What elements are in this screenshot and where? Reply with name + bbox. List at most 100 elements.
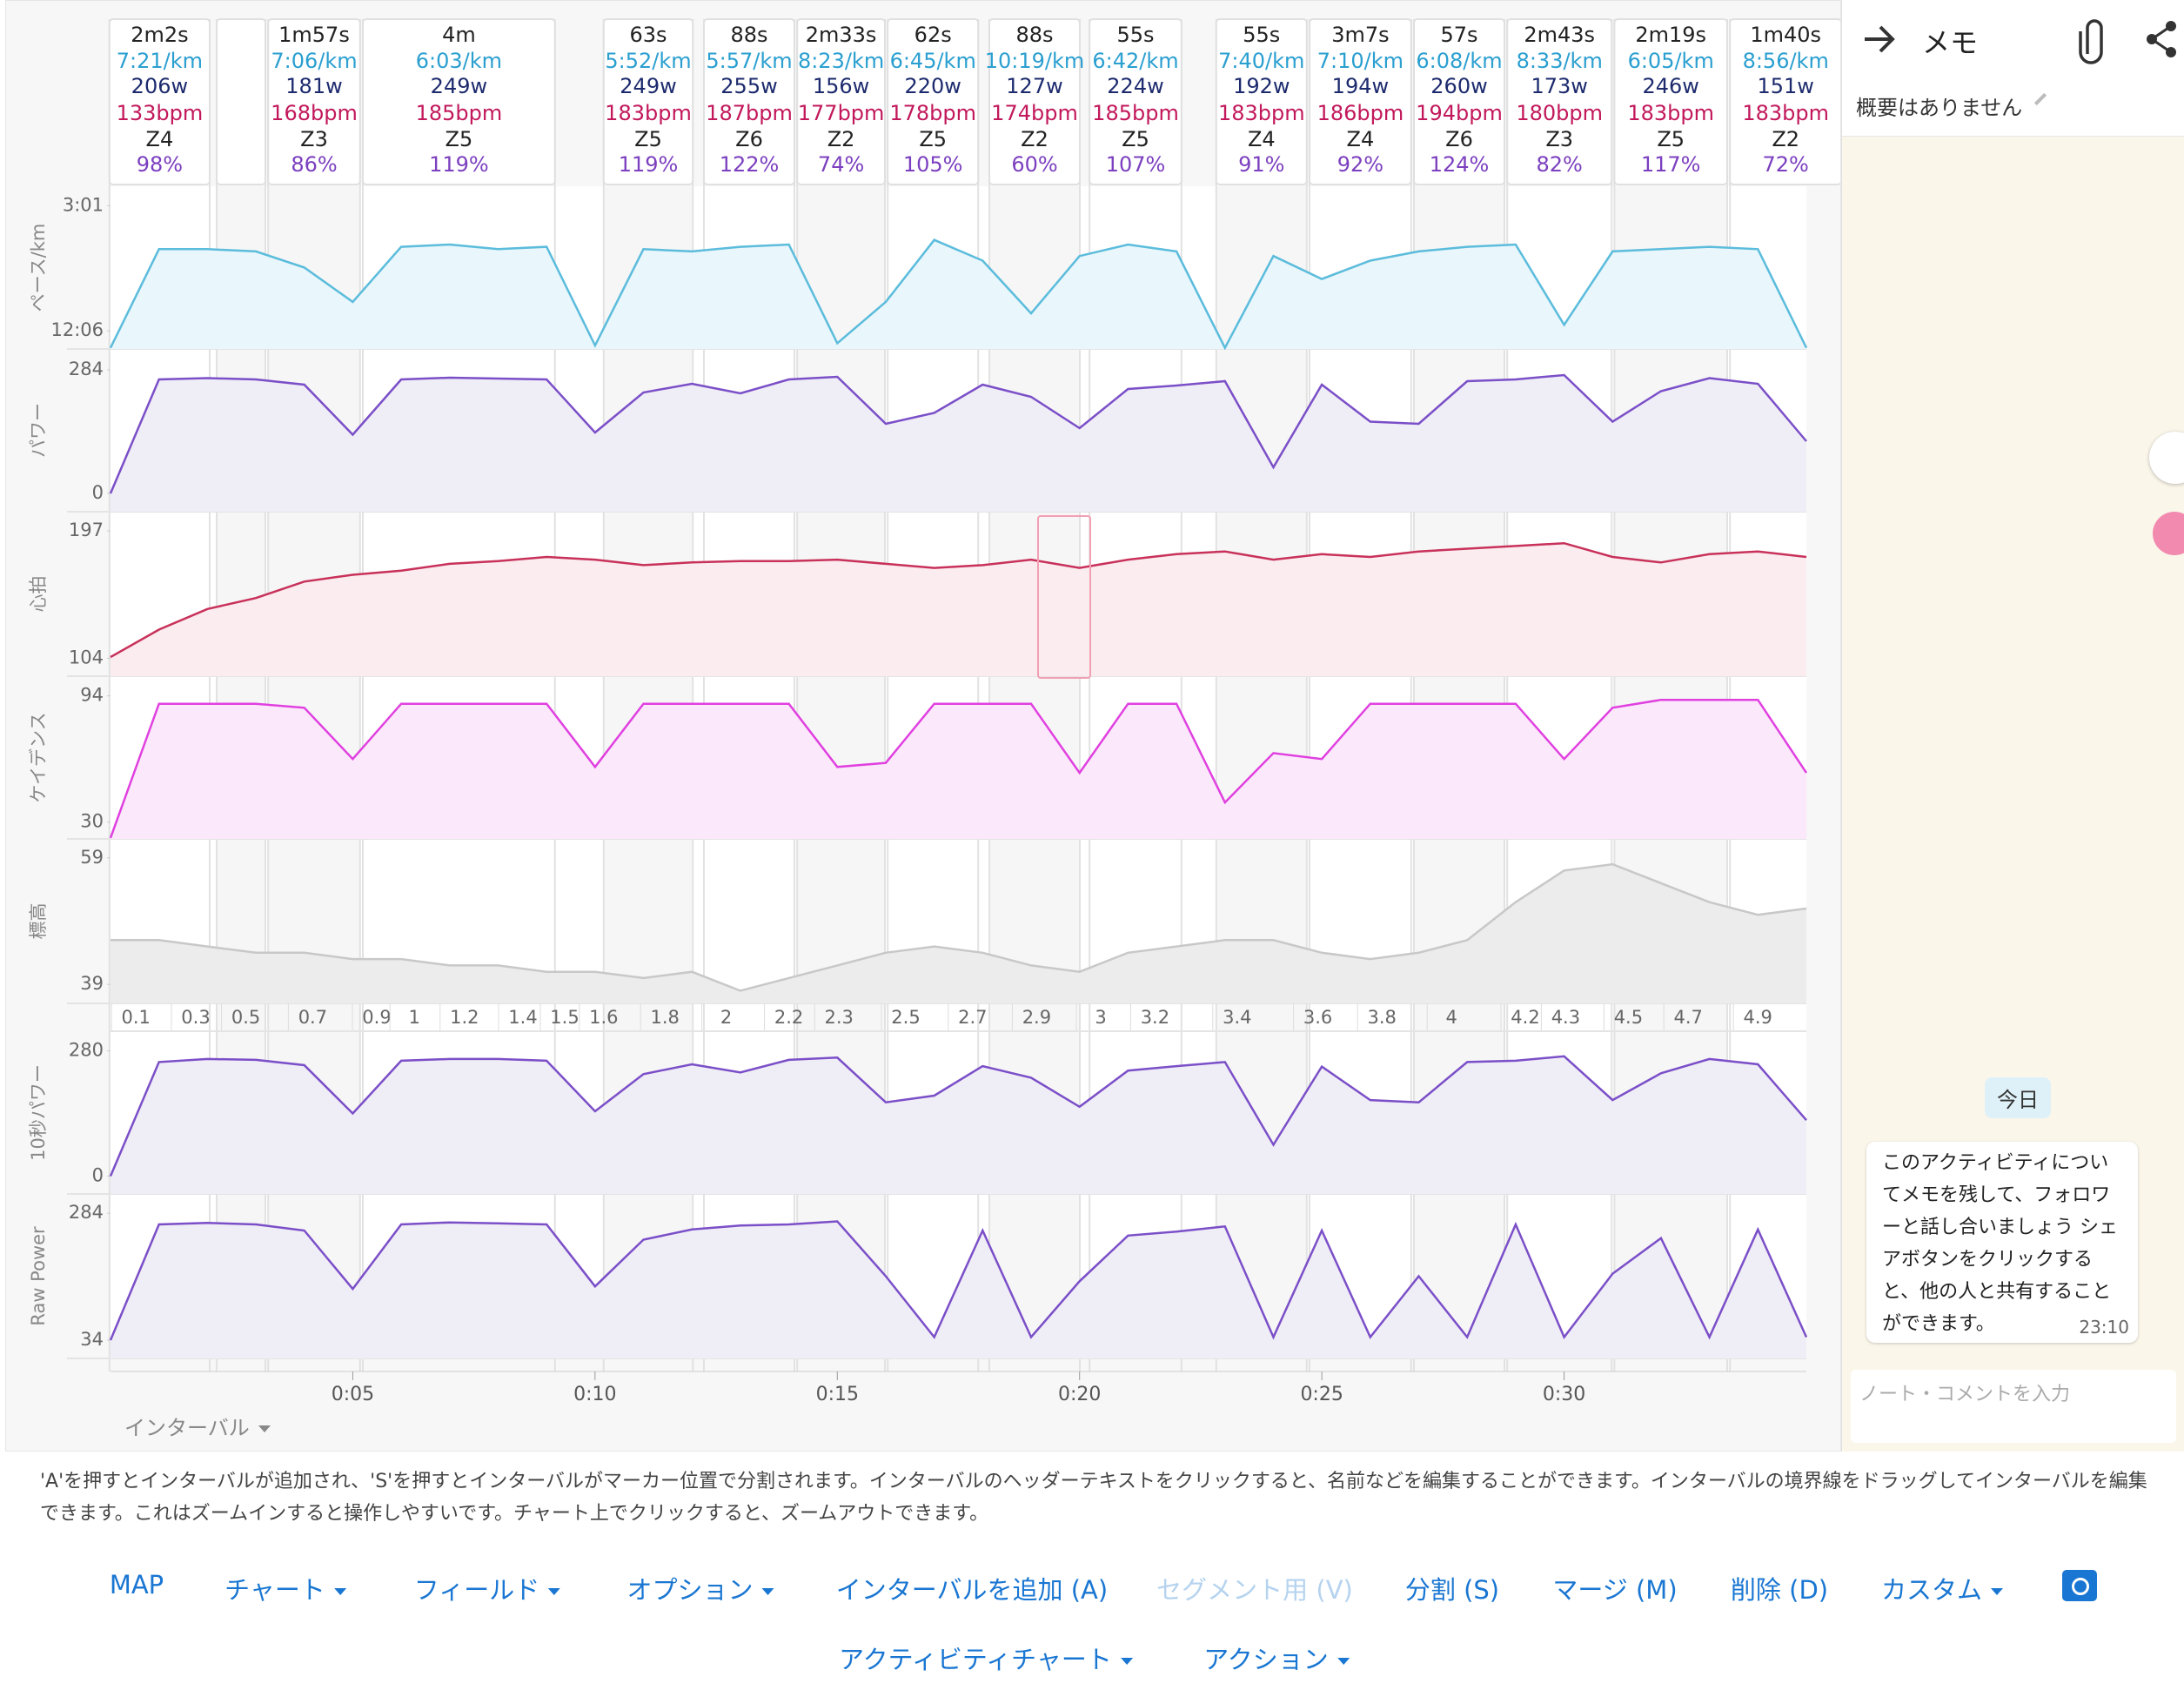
- interval-hr: 194bpm: [1416, 101, 1503, 125]
- toolbar-button[interactable]: オプション: [626, 1570, 774, 1606]
- interval-header[interactable]: [1309, 18, 1412, 185]
- interval-percent: 72%: [1763, 152, 1809, 177]
- caret: [1120, 1658, 1133, 1665]
- y-axis-title: 標高: [28, 903, 49, 940]
- interval-pace: 5:57/km: [706, 49, 792, 73]
- button-label: マージ (M): [1552, 1575, 1678, 1605]
- interval-zone: Z6: [1445, 127, 1473, 151]
- toolbar-button[interactable]: 分割 (S): [1405, 1570, 1499, 1606]
- edit-icon: [2033, 92, 2047, 106]
- toolbar-button[interactable]: インターバルを追加 (A): [836, 1570, 1108, 1606]
- distance-label: 1.2: [450, 1007, 479, 1028]
- interval-power: 260w: [1430, 74, 1487, 98]
- interval-zone: Z4: [1347, 127, 1375, 151]
- camera-button[interactable]: [2062, 1570, 2097, 1601]
- distance-label: 2.7: [958, 1007, 987, 1028]
- data-line: [111, 862, 1807, 992]
- interval-percent: 119%: [619, 152, 679, 177]
- interval-header[interactable]: [1506, 18, 1613, 185]
- y-axis-title: ケイデンス: [28, 712, 49, 802]
- area-fill: [111, 375, 1806, 512]
- interval-menu[interactable]: インターバル: [124, 1411, 271, 1441]
- interval-header[interactable]: [1413, 18, 1505, 185]
- toolbar-button[interactable]: フィールド: [414, 1570, 561, 1606]
- toolbar-button[interactable]: カスタム: [1881, 1570, 2004, 1606]
- interval-zone: Z5: [1122, 127, 1149, 151]
- interval-pace: 7:40/km: [1218, 49, 1304, 73]
- interval-zone: Z2: [1021, 127, 1048, 151]
- interval-pace: 6:05/km: [1628, 49, 1714, 73]
- toolbar-button[interactable]: マージ (M): [1552, 1570, 1677, 1606]
- area-fill: [111, 239, 1806, 349]
- back-arrow[interactable]: [1865, 25, 1895, 53]
- input-placeholder: ノート・コメントを入力: [1859, 1384, 2071, 1405]
- interval-pace: 8:56/km: [1743, 49, 1829, 73]
- help-text: 'A'を押すとインターバルが追加され、'S'を押すとインターバルがマーカー位置で…: [40, 1471, 2147, 1525]
- interval-header[interactable]: [1613, 18, 1729, 185]
- interval-percent: 124%: [1430, 152, 1490, 177]
- x-tick-label: 0:15: [816, 1384, 859, 1405]
- x-tick-label: 0:20: [1058, 1384, 1101, 1405]
- note-input[interactable]: ノート・コメントを入力: [1851, 1370, 2176, 1443]
- side-chip[interactable]: [2153, 512, 2184, 555]
- distance-label: 3.4: [1223, 1007, 1251, 1028]
- interval-header[interactable]: [988, 18, 1081, 185]
- interval-header[interactable]: [108, 18, 211, 185]
- interval-header[interactable]: [1089, 18, 1182, 185]
- area-fill: [111, 864, 1806, 1003]
- distance-label: 0.1: [121, 1007, 150, 1028]
- interval-pace: 7:06/km: [271, 49, 357, 73]
- toolbar-button[interactable]: MAP: [110, 1570, 164, 1599]
- interval-header[interactable]: [1215, 18, 1308, 185]
- memo-title: メモ: [1922, 26, 1979, 59]
- side-chip[interactable]: [2149, 432, 2184, 484]
- button-label: 削除 (D): [1730, 1575, 1829, 1605]
- toolbar-button[interactable]: セグメント用 (V): [1156, 1570, 1353, 1606]
- interval-duration: 62s: [914, 23, 952, 47]
- area-fill: [111, 1221, 1806, 1358]
- x-tick-label: 0:30: [1543, 1384, 1585, 1405]
- memo-topbar: メモ: [1842, 0, 2184, 77]
- interval-percent: 107%: [1106, 152, 1166, 177]
- interval-power: 151w: [1757, 74, 1813, 98]
- interval-hr: 185bpm: [1092, 101, 1179, 125]
- interval-percent: 91%: [1238, 152, 1284, 177]
- interval-duration: 1m40s: [1750, 23, 1821, 47]
- interval-hr: 183bpm: [1218, 101, 1305, 125]
- interval-header[interactable]: [703, 18, 795, 185]
- data-line: [109, 373, 1807, 494]
- interval-header[interactable]: [602, 18, 694, 185]
- data-line: [109, 698, 1808, 839]
- button-label: インターバルを追加 (A): [835, 1575, 1109, 1605]
- interval-header[interactable]: [216, 18, 266, 185]
- interval-power: 246w: [1642, 74, 1698, 98]
- interval-pace: 6:42/km: [1092, 49, 1178, 73]
- interval-header[interactable]: [1729, 18, 1840, 185]
- attach-icon[interactable]: [2079, 19, 2103, 64]
- toolbar-button[interactable]: アクション: [1203, 1640, 1350, 1676]
- distance-label: 4.3: [1551, 1007, 1580, 1028]
- interval-power: 206w: [131, 74, 188, 98]
- distance-label: 2.3: [824, 1007, 853, 1028]
- interval-header[interactable]: [267, 18, 361, 185]
- interval-header[interactable]: [887, 18, 980, 185]
- y-axis-title: 10秒パワー: [28, 1064, 49, 1161]
- share-icon[interactable]: [2147, 21, 2176, 57]
- caret: [548, 1588, 561, 1595]
- interval-header[interactable]: [362, 18, 556, 185]
- interval-hr: 183bpm: [605, 101, 692, 125]
- area-fill: [111, 700, 1806, 839]
- distance-label: 3.6: [1303, 1007, 1332, 1028]
- interval-percent: 122%: [720, 152, 780, 177]
- toolbar-button[interactable]: アクティビティチャート: [839, 1640, 1133, 1676]
- interval-header[interactable]: [796, 18, 887, 185]
- interval-duration: 2m43s: [1524, 23, 1595, 47]
- camera-lens: [2072, 1578, 2089, 1595]
- interval-zone: Z3: [1545, 127, 1573, 151]
- x-tick-label: 0:05: [332, 1384, 374, 1405]
- interval-pace: 6:03/km: [416, 49, 502, 73]
- memo-summary[interactable]: 概要はありません: [1842, 77, 2184, 137]
- interval-percent: 98%: [137, 152, 183, 177]
- toolbar-button[interactable]: チャート: [224, 1570, 346, 1606]
- toolbar-button[interactable]: 削除 (D): [1731, 1570, 1828, 1606]
